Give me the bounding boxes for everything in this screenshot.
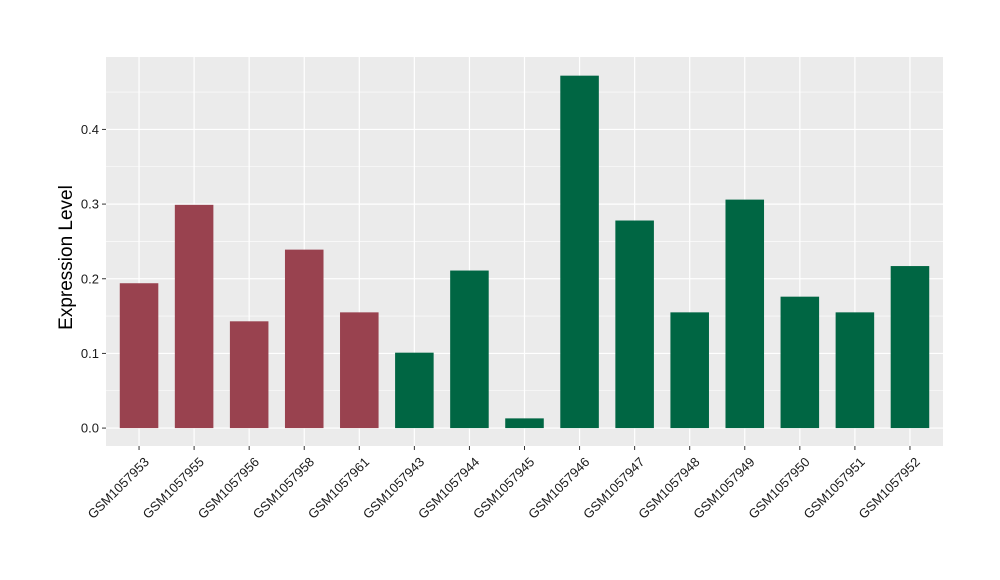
bar-GSM1057949 [725,199,765,429]
bar-GSM1057946 [560,75,599,429]
bar-GSM1057961 [340,312,379,429]
y-tick-label: 0.2 [81,271,99,286]
y-axis: 0.0 0.1 0.2 0.3 0.4 [81,122,106,436]
x-axis: GSM1057953GSM1057955GSM1057956GSM1057958… [85,446,923,522]
bar-GSM1057948 [670,312,709,429]
y-tick-label: 0.0 [81,421,99,436]
bar-GSM1057956 [229,321,269,429]
y-tick-label: 0.4 [81,122,99,137]
bar-GSM1057953 [119,283,159,429]
bar-GSM1057947 [615,220,654,429]
y-axis-title: Expression Level [56,185,77,330]
bar-GSM1057943 [395,352,434,429]
y-tick-label: 0.3 [81,197,99,212]
y-tick-label: 0.1 [81,346,99,361]
bar-GSM1057955 [174,204,214,429]
bar-GSM1057951 [835,312,875,429]
bar-GSM1057950 [780,296,820,429]
bar-GSM1057945 [505,418,544,429]
bar-GSM1057952 [890,266,930,429]
bars [119,75,930,429]
bar-GSM1057958 [284,249,324,429]
bar-GSM1057944 [450,270,489,429]
